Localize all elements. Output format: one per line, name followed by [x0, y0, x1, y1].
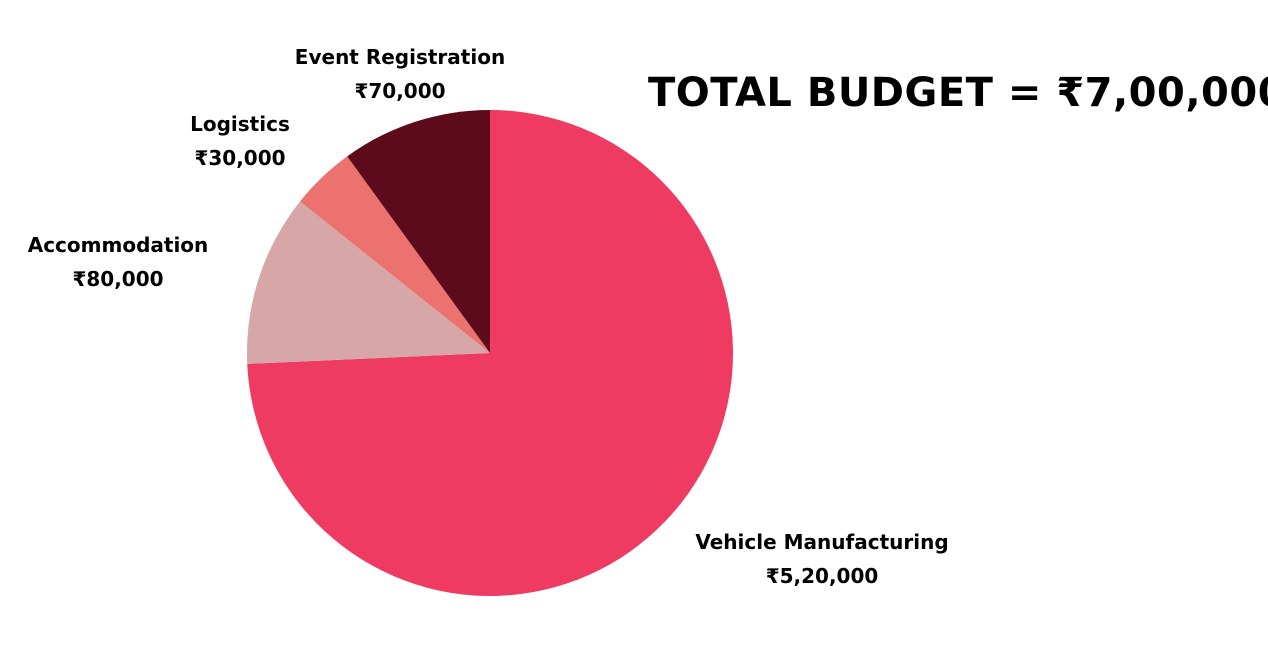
slice-value-logistics: ₹30,000: [194, 146, 286, 170]
slice-name-vehicle-manufacturing: Vehicle Manufacturing: [695, 530, 949, 554]
slice-name-accommodation: Accommodation: [27, 233, 209, 257]
pie-slices: [247, 110, 734, 596]
label-logistics: Logistics ₹30,000: [190, 107, 290, 175]
label-event-registration: Event Registration ₹70,000: [295, 40, 505, 108]
slice-name-logistics: Logistics: [190, 112, 290, 136]
label-accommodation: Accommodation ₹80,000: [28, 228, 209, 296]
pie-slice-logistics: [300, 156, 490, 353]
slice-value-accommodation: ₹80,000: [72, 267, 164, 291]
label-vehicle-manufacturing: Vehicle Manufacturing ₹5,20,000: [695, 525, 948, 593]
slice-value-event-registration: ₹70,000: [354, 79, 446, 103]
slice-value-vehicle-manufacturing: ₹5,20,000: [765, 564, 879, 588]
total-budget-title: TOTAL BUDGET = ₹7,00,000: [648, 70, 1268, 116]
slice-name-event-registration: Event Registration: [294, 45, 506, 69]
pie-slice-vehicle-manufacturing: [247, 110, 734, 596]
pie-slice-accommodation: [247, 201, 490, 364]
pie-slice-event-registration: [347, 110, 490, 353]
